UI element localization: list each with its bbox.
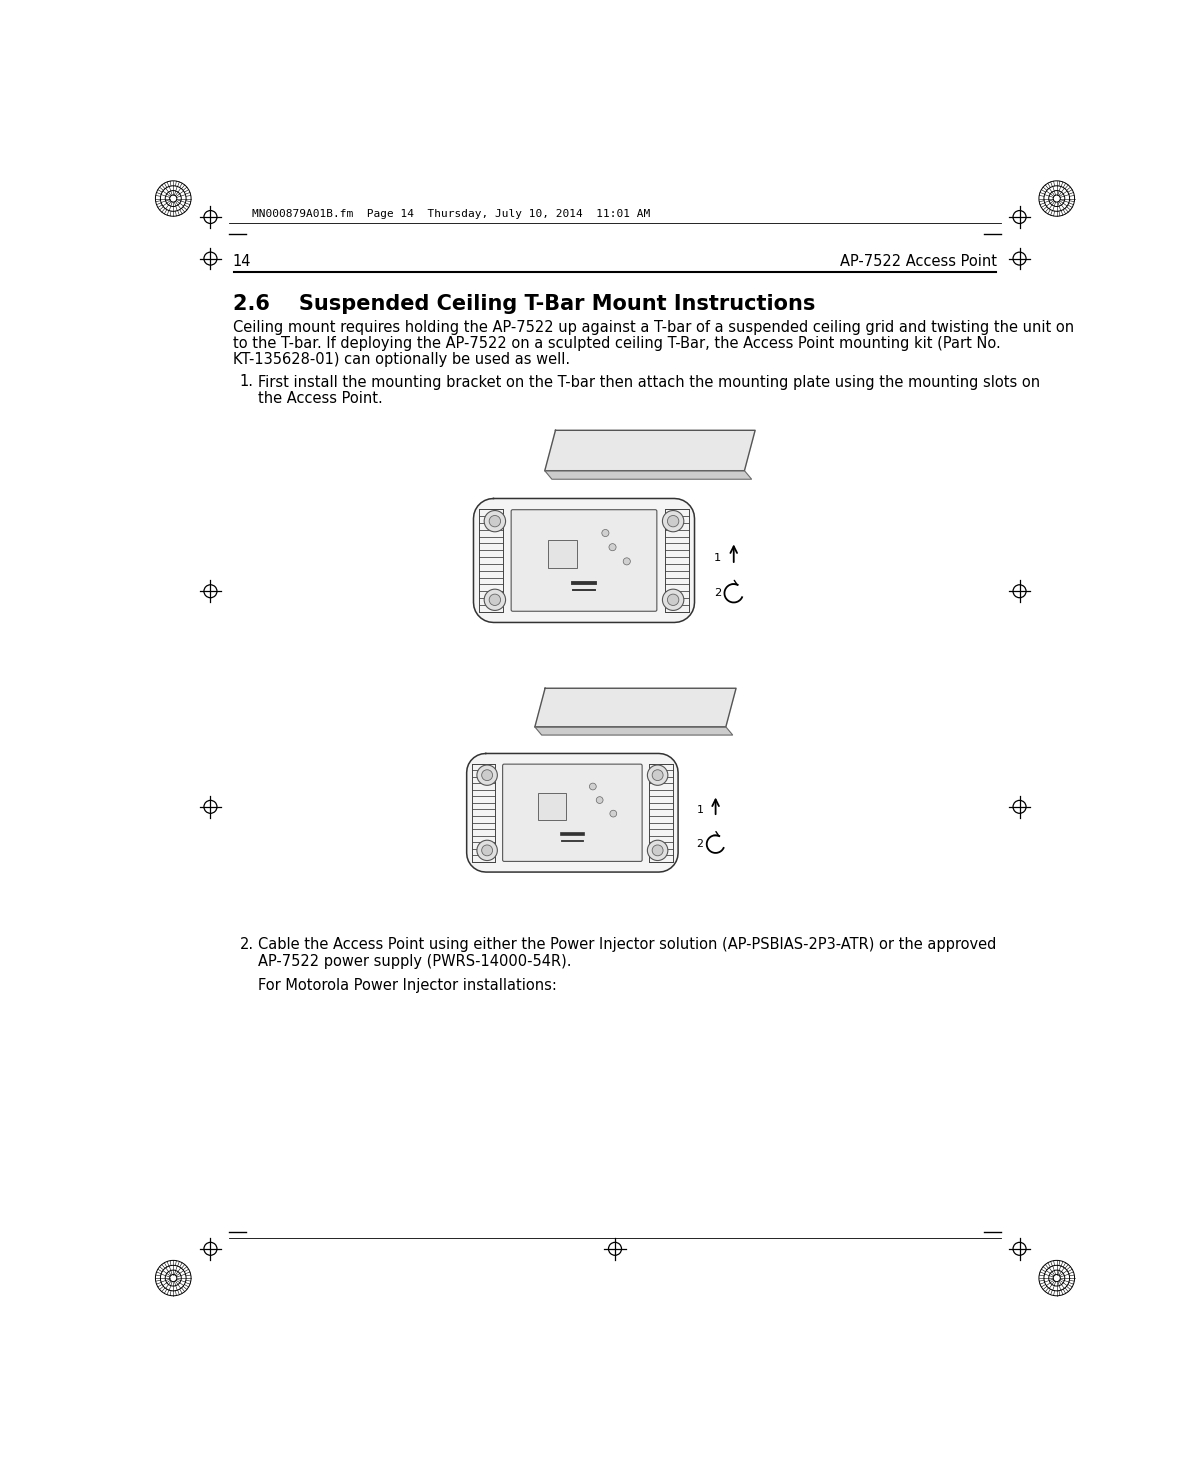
Text: Ceiling mount requires holding the AP-7522 up against a T-bar of a suspended cei: Ceiling mount requires holding the AP-75… (233, 320, 1074, 335)
Circle shape (490, 516, 500, 526)
Circle shape (647, 841, 668, 861)
Circle shape (589, 784, 596, 789)
Polygon shape (474, 499, 695, 623)
Text: 1: 1 (714, 553, 721, 563)
Text: For Motorola Power Injector installations:: For Motorola Power Injector installation… (258, 978, 557, 993)
Circle shape (596, 797, 604, 804)
Circle shape (652, 845, 664, 855)
Circle shape (481, 769, 492, 781)
Text: 2: 2 (696, 839, 703, 849)
Circle shape (490, 594, 500, 605)
Polygon shape (545, 430, 755, 471)
Text: 1.: 1. (240, 374, 254, 389)
Text: AP-7522 power supply (PWRS-14000-54R).: AP-7522 power supply (PWRS-14000-54R). (258, 953, 572, 968)
Text: the Access Point.: the Access Point. (258, 390, 383, 405)
Text: Cable the Access Point using either the Power Injector solution (AP-PSBIAS-2P3-A: Cable the Access Point using either the … (258, 937, 997, 952)
Circle shape (667, 516, 679, 526)
Polygon shape (535, 727, 733, 735)
Text: First install the mounting bracket on the T-bar then attach the mounting plate u: First install the mounting bracket on th… (258, 374, 1040, 389)
Polygon shape (467, 753, 678, 871)
FancyBboxPatch shape (503, 765, 642, 861)
Polygon shape (535, 689, 736, 727)
Bar (539, 794, 565, 820)
FancyBboxPatch shape (511, 510, 656, 611)
Circle shape (662, 510, 684, 532)
Circle shape (602, 529, 608, 537)
Circle shape (484, 589, 505, 611)
Circle shape (476, 765, 497, 785)
Text: AP-7522 Access Point: AP-7522 Access Point (840, 254, 997, 269)
Circle shape (610, 810, 617, 817)
Circle shape (608, 544, 616, 551)
Text: 14: 14 (233, 254, 252, 269)
Polygon shape (545, 471, 751, 480)
Circle shape (476, 841, 497, 861)
Text: 2.: 2. (240, 937, 254, 952)
Circle shape (647, 765, 668, 785)
Circle shape (662, 589, 684, 611)
Text: KT-135628-01) can optionally be used as well.: KT-135628-01) can optionally be used as … (233, 352, 570, 367)
Text: 2.6    Suspended Ceiling T-Bar Mount Instructions: 2.6 Suspended Ceiling T-Bar Mount Instru… (233, 294, 815, 314)
Circle shape (623, 558, 630, 564)
Text: to the T-bar. If deploying the AP-7522 on a sculpted ceiling T-Bar, the Access P: to the T-bar. If deploying the AP-7522 o… (233, 336, 1001, 351)
Text: 2: 2 (714, 588, 721, 598)
Circle shape (481, 845, 492, 855)
Circle shape (652, 769, 664, 781)
Bar (548, 539, 577, 569)
Circle shape (667, 594, 679, 605)
Text: 1: 1 (696, 806, 703, 816)
Circle shape (484, 510, 505, 532)
Text: MN000879A01B.fm  Page 14  Thursday, July 10, 2014  11:01 AM: MN000879A01B.fm Page 14 Thursday, July 1… (252, 209, 650, 218)
